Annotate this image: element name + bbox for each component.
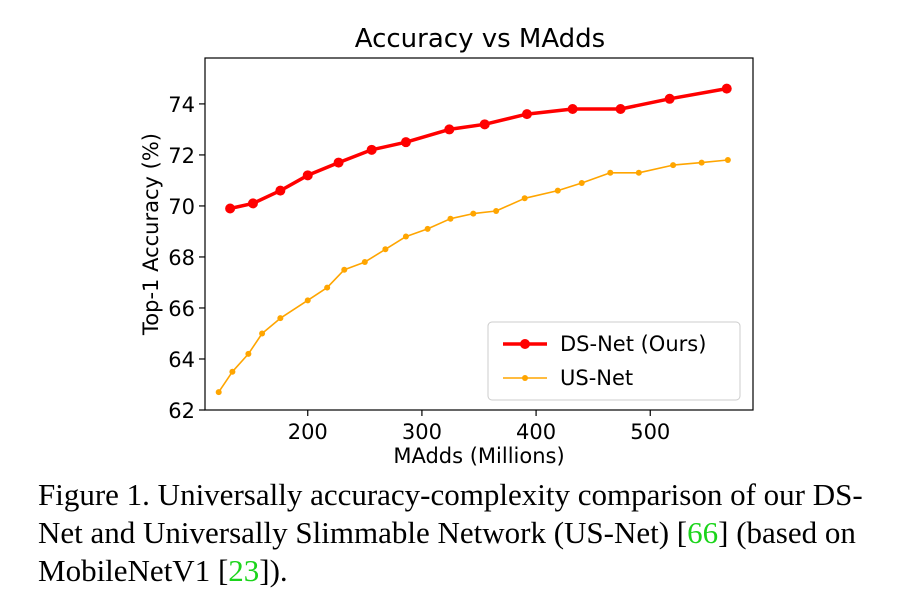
x-axis-label: MAdds (Millions) [393,444,564,468]
data-point-ds-net [302,170,313,181]
chart-title: Accuracy vs MAdds [355,24,605,54]
legend-label-ds-net: DS-Net (Ours) [560,332,706,356]
data-point-us-net [554,187,561,194]
y-tick-label: 72 [168,144,195,168]
axis-ticks: 200 300 400 500 62 64 66 68 70 72 74 [168,93,670,444]
data-point-us-net [698,159,705,166]
y-tick-label: 70 [168,195,195,219]
y-axis-label: Top-1 Accuracy (%) [139,133,163,336]
data-point-ds-net [521,109,532,120]
data-point-us-net [521,195,528,202]
data-point-us-net [402,233,409,240]
data-point-ds-net [721,83,732,94]
plot-frame [204,57,754,411]
data-point-us-net [341,266,348,273]
x-tick-label: 400 [516,420,556,444]
data-series [215,83,732,396]
x-tick-label: 200 [288,420,328,444]
data-point-us-net [493,208,500,215]
data-point-ds-net [225,203,236,214]
y-tick-label: 68 [168,246,195,270]
legend-label-us-net: US-Net [560,366,633,390]
data-point-ds-net [664,93,675,104]
data-point-ds-net [567,104,578,115]
citation-link-23[interactable]: 23 [228,553,260,588]
data-point-us-net [470,210,477,217]
data-point-us-net [724,157,731,164]
data-point-ds-net [615,104,626,115]
caption-text: Figure 1. Universally accuracy-complexit… [38,477,863,550]
data-point-ds-net [400,137,411,148]
y-tick-label: 62 [168,399,195,423]
data-point-us-net [424,225,431,232]
legend: DS-Net (Ours) US-Net [487,321,741,401]
data-point-us-net [578,179,585,186]
y-tick-label: 64 [168,348,195,372]
x-tick-label: 300 [402,420,442,444]
data-point-ds-net [247,198,258,209]
data-point-us-net [635,169,642,176]
y-tick-label: 66 [168,297,195,321]
data-point-ds-net [275,185,286,196]
chart-figure: Accuracy vs MAdds 200 300 400 500 62 64 66 68 70… [139,24,754,468]
data-point-us-net [324,284,331,291]
legend-marker-us-net [522,375,528,381]
data-point-us-net [304,297,311,304]
data-point-us-net [215,389,222,396]
legend-frame [487,321,741,401]
data-point-us-net [447,215,454,222]
data-point-ds-net [333,157,344,168]
data-point-ds-net [444,124,455,135]
data-point-ds-net [479,119,490,130]
data-point-us-net [607,169,614,176]
data-point-us-net [382,246,389,253]
figure-caption: Figure 1. Universally accuracy-complexit… [38,476,878,590]
citation-link-66[interactable]: 66 [687,515,719,550]
series-line-ds-net [229,86,728,211]
data-point-us-net [361,259,368,266]
data-point-us-net [277,315,284,322]
caption-text-end: ]). [259,553,288,588]
data-point-us-net [229,368,236,375]
y-tick-label: 74 [168,93,195,117]
data-point-ds-net [366,144,377,155]
caption-text-middle: ] (based on MobileNetV1 [ [38,515,856,588]
data-point-us-net [245,350,252,357]
data-point-us-net [259,330,266,337]
legend-marker-ds-net [520,339,530,349]
data-point-us-net [670,162,677,169]
x-tick-label: 500 [630,420,670,444]
